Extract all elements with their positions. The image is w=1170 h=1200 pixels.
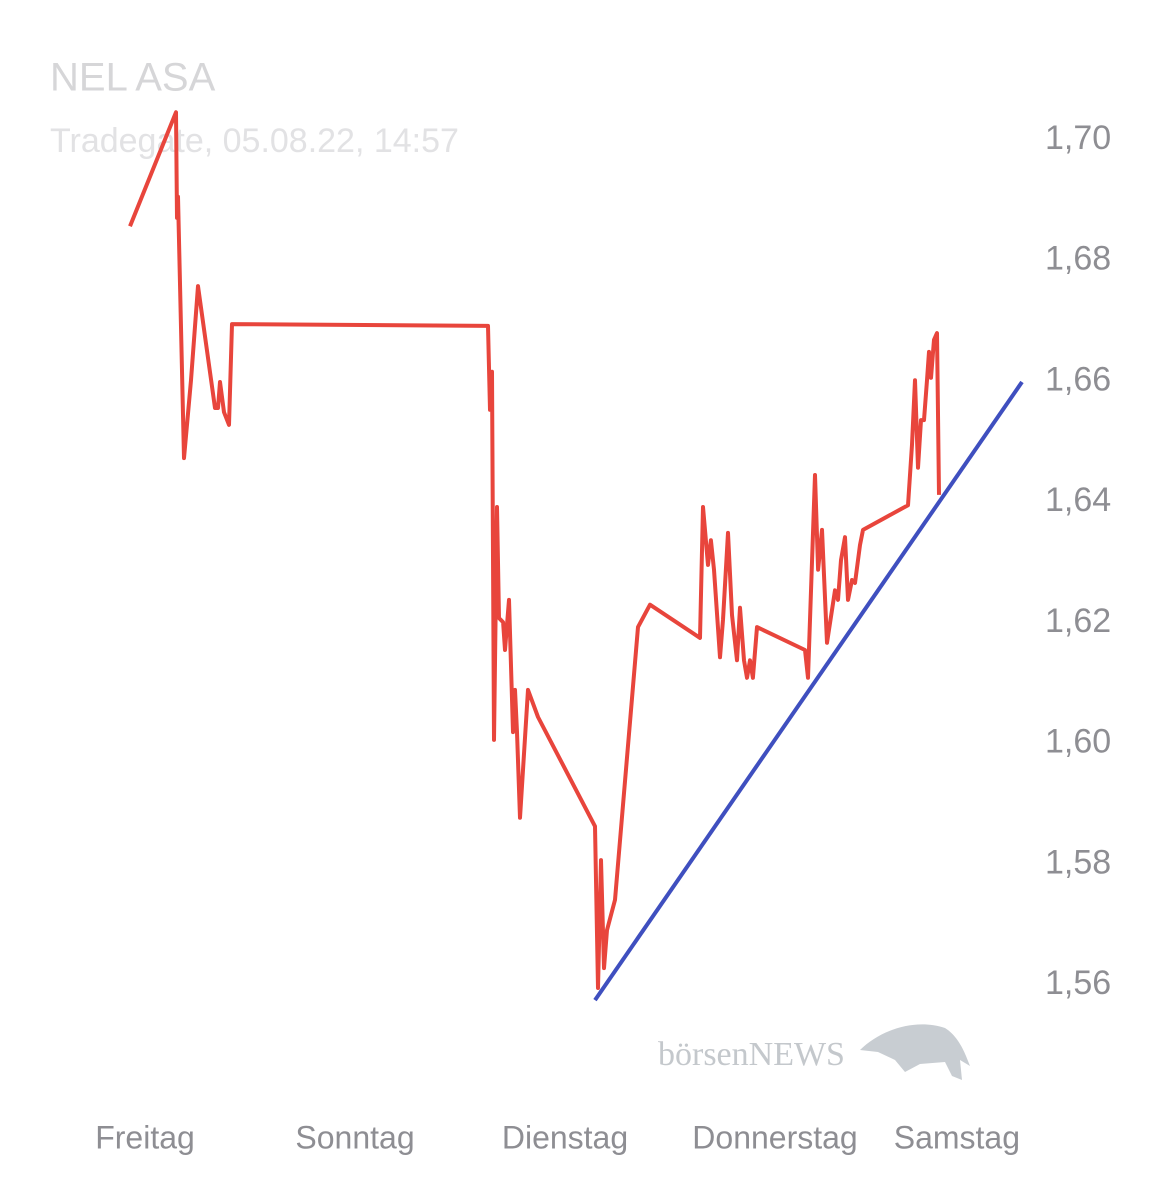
line: [593, 380, 1024, 1002]
y-tick-label: 1,68: [1045, 240, 1111, 278]
chart-title: NEL ASA: [50, 56, 216, 100]
y-tick-label: 1,64: [1045, 481, 1111, 519]
watermark: börsenNEWS: [658, 1036, 845, 1073]
y-tick-label: 1,60: [1045, 723, 1111, 761]
x-tick-label: Sonntag: [295, 1119, 414, 1155]
watermark-logo: börsenNEWS: [658, 1024, 970, 1080]
chart-subtitle: Tradegate, 05.08.22, 14:57: [50, 122, 459, 160]
y-tick-label: 1,56: [1045, 964, 1111, 1002]
bull-icon: [860, 1024, 970, 1080]
x-tick-label: Samstag: [894, 1119, 1020, 1155]
y-tick-label: 1,66: [1045, 360, 1111, 398]
x-tick-label: Donnerstag: [692, 1119, 857, 1155]
line: [128, 110, 941, 990]
y-tick-label: 1,62: [1045, 602, 1111, 640]
x-tick-label: Freitag: [95, 1119, 195, 1155]
y-tick-label: 1,70: [1045, 119, 1111, 157]
y-tick-label: 1,58: [1045, 843, 1111, 881]
x-tick-label: Dienstag: [502, 1119, 628, 1155]
